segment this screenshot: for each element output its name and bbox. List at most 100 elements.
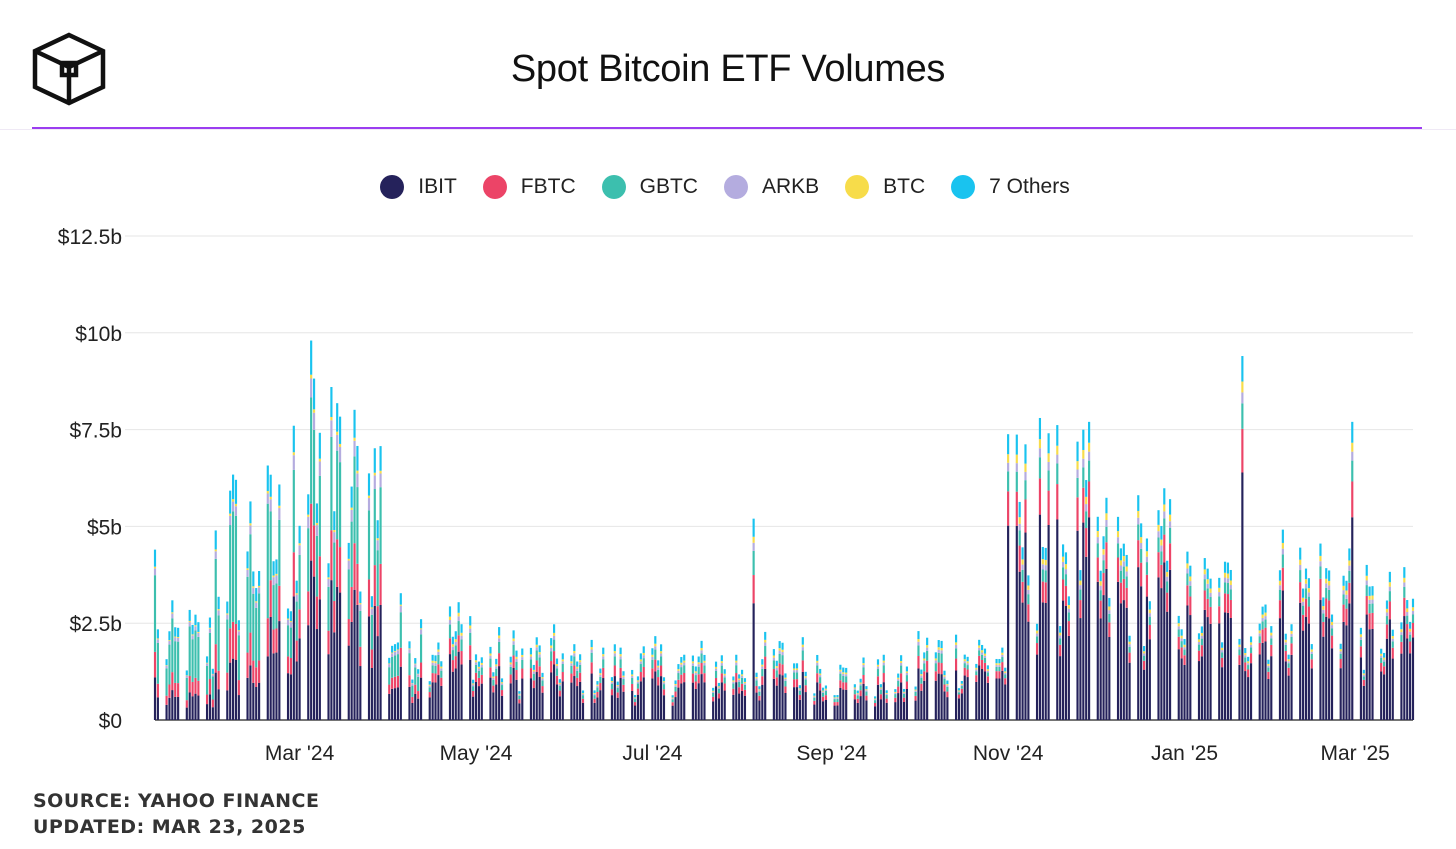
bar-segment-7-others	[876, 659, 880, 665]
bar-segment-gbtc	[691, 665, 694, 674]
bar-segment-ibit	[1064, 606, 1068, 720]
bar-segment-btc	[654, 643, 657, 647]
bar-segment-arkb	[174, 637, 177, 642]
bar-segment-btc	[1177, 623, 1180, 627]
legend-label-btc: BTC	[883, 175, 926, 198]
bar-segment-btc	[1226, 573, 1229, 579]
bar-segment-btc	[752, 536, 755, 543]
bar-segment-gbtc	[1229, 589, 1232, 600]
bar-segment-btc	[1021, 559, 1024, 565]
bar-segment-gbtc	[1359, 639, 1363, 647]
bar-segment-btc	[1270, 632, 1273, 636]
bar-segment-7-others	[191, 624, 194, 635]
bar-segment-ibit	[1226, 612, 1229, 720]
bar-segment-fbtc	[538, 666, 541, 677]
bar-segment-arkb	[714, 668, 718, 671]
bar-segment-gbtc	[819, 677, 822, 684]
bar-segment-7-others	[995, 658, 998, 664]
bar-segment-ibit	[963, 675, 966, 720]
bar-segment-ibit	[581, 702, 585, 720]
bar-segment-btc	[327, 577, 330, 579]
bar-segment-arkb	[1108, 610, 1111, 614]
bar-segment-arkb	[153, 568, 157, 576]
bar-segment-arkb	[902, 692, 906, 694]
bar-segment-btc	[1024, 463, 1027, 472]
bar-segment-btc	[249, 523, 252, 526]
legend-item-others[interactable]: 7 Others	[951, 175, 1070, 199]
bar-segment-arkb	[359, 604, 362, 611]
bar-segment-fbtc	[278, 585, 281, 622]
bar-segment-7-others	[1244, 648, 1247, 654]
bar-segment-btc	[940, 648, 943, 651]
bar-segment-btc	[998, 663, 1001, 666]
bar-segment-ibit	[570, 682, 573, 720]
bar-segment-fbtc	[208, 679, 212, 695]
bar-segment-arkb	[674, 685, 677, 687]
bar-segment-gbtc	[712, 692, 715, 697]
bar-segment-gbtc	[703, 665, 706, 674]
bar-segment-fbtc	[1064, 585, 1068, 606]
bar-segment-btc	[1310, 649, 1313, 652]
bar-segment-fbtc	[680, 674, 683, 684]
bar-segment-gbtc	[532, 673, 535, 681]
bar-segment-btc	[333, 530, 336, 533]
bar-segment-arkb	[1310, 651, 1313, 654]
legend-item-btc[interactable]: BTC	[845, 175, 925, 199]
bar-segment-btc	[986, 669, 989, 671]
bar-segment-gbtc	[978, 650, 981, 656]
bar-segment-gbtc	[1278, 589, 1282, 601]
bar-segment-fbtc	[1142, 660, 1146, 670]
bar-segment-btc	[1261, 614, 1264, 618]
bar-segment-ibit	[356, 604, 359, 720]
bar-segment-arkb	[396, 650, 399, 655]
bar-segment-gbtc	[561, 664, 564, 673]
bar-segment-ibit	[590, 673, 593, 720]
bar-segment-arkb	[310, 378, 313, 398]
bar-segment-ibit	[1287, 675, 1290, 720]
bar-segment-fbtc	[1391, 647, 1394, 659]
bar-segment-7-others	[998, 658, 1001, 664]
bar-segment-ibit	[480, 683, 483, 720]
bar-segment-arkb	[1322, 609, 1325, 614]
bar-segment-fbtc	[1330, 635, 1334, 649]
bar-segment-ibit	[639, 681, 642, 720]
bar-segment-fbtc	[489, 667, 492, 678]
bar-segment-7-others	[1145, 538, 1149, 552]
bar-segment-7-others	[492, 672, 495, 677]
bar-segment-7-others	[900, 655, 903, 662]
bar-segment-gbtc	[879, 689, 882, 695]
bar-segment-gbtc	[738, 681, 741, 688]
bar-segment-gbtc	[518, 695, 521, 700]
bar-segment-arkb	[333, 532, 336, 543]
bar-segment-fbtc	[376, 606, 379, 637]
bar-segment-arkb	[379, 473, 382, 488]
legend-item-gbtc[interactable]: GBTC	[601, 175, 698, 199]
bar-segment-gbtc	[512, 644, 515, 656]
bar-segment-fbtc	[286, 656, 290, 674]
legend-item-arkb[interactable]: ARKB	[723, 175, 819, 199]
legend-item-ibit[interactable]: IBIT	[380, 175, 457, 199]
bar-segment-ibit	[561, 681, 564, 720]
bar-segment-7-others	[1021, 547, 1024, 560]
bar-segment-gbtc	[1125, 576, 1128, 588]
bar-segment-7-others	[509, 656, 512, 663]
bar-segment-fbtc	[775, 677, 778, 686]
bar-segment-arkb	[295, 594, 298, 602]
bar-segment-7-others	[862, 657, 865, 664]
bar-segment-fbtc	[876, 676, 880, 685]
bar-segment-arkb	[1024, 471, 1027, 481]
bar-segment-btc	[981, 650, 984, 653]
bar-segment-7-others	[885, 690, 888, 693]
bar-segment-arkb	[1180, 638, 1183, 642]
bar-segment-ibit	[897, 693, 900, 720]
bar-segment-btc	[1157, 524, 1160, 532]
bar-segment-fbtc	[1186, 585, 1189, 606]
bar-segment-arkb	[237, 631, 240, 636]
bar-segment-fbtc	[683, 673, 686, 683]
bar-segment-7-others	[986, 665, 989, 670]
bar-series	[153, 340, 1415, 720]
bar-segment-btc	[1203, 569, 1206, 575]
legend-item-fbtc[interactable]: FBTC	[482, 175, 576, 199]
bar-segment-gbtc	[633, 699, 637, 703]
bar-segment-arkb	[998, 665, 1001, 667]
